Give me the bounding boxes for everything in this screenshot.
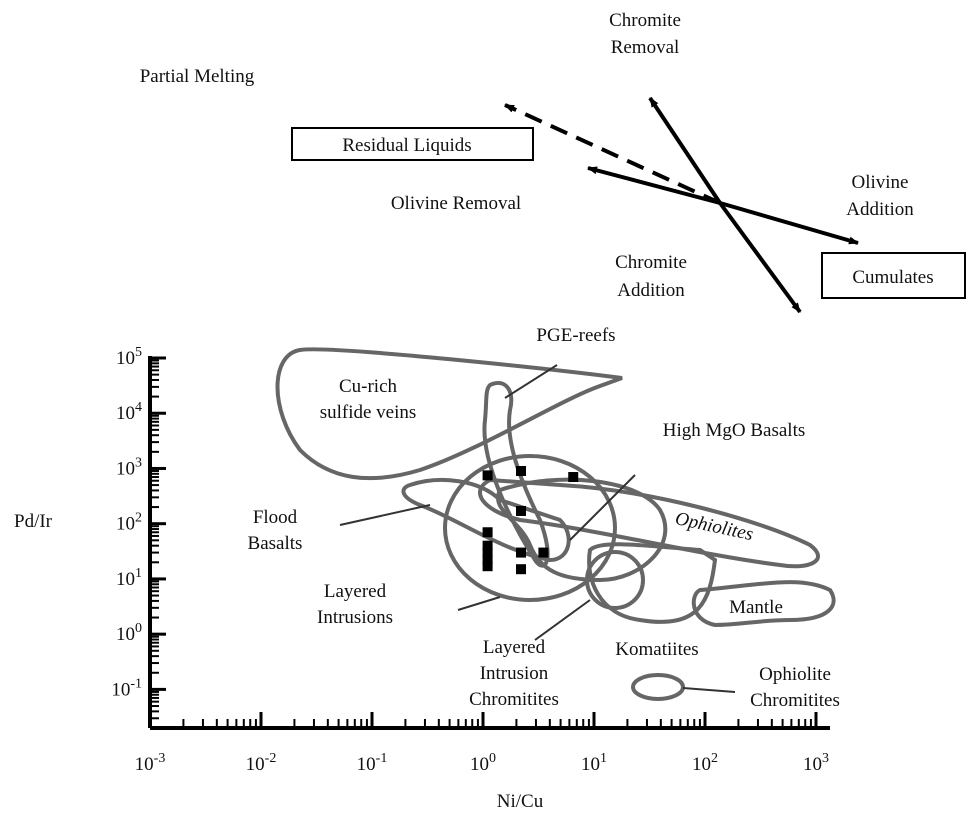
process-label: Chromite bbox=[609, 10, 681, 31]
arrow bbox=[719, 201, 859, 245]
box-label: Cumulates bbox=[852, 267, 933, 288]
leader-line bbox=[569, 474, 636, 541]
y-tick-label: 100 bbox=[116, 621, 142, 645]
field-label: Ophiolites bbox=[673, 508, 755, 545]
process-label: Olivine Removal bbox=[391, 193, 521, 214]
data-point bbox=[482, 561, 493, 572]
field-label: Layered bbox=[483, 637, 546, 658]
process-label: Removal bbox=[611, 37, 680, 58]
fields bbox=[275, 347, 836, 701]
x-tick-label: 103 bbox=[803, 751, 829, 775]
y-axis-label: Pd/Ir bbox=[14, 511, 53, 532]
process-label: Addition bbox=[617, 280, 685, 301]
data-point bbox=[516, 547, 527, 558]
data-point bbox=[568, 472, 579, 483]
box bbox=[821, 252, 966, 299]
field-label: Layered bbox=[324, 581, 387, 602]
y-tick-label: 105 bbox=[116, 345, 142, 369]
y-tick-label: 103 bbox=[116, 455, 142, 479]
arrow bbox=[718, 201, 802, 314]
field-outline bbox=[585, 550, 645, 610]
y-tick-label: 10-1 bbox=[111, 676, 142, 700]
data-point bbox=[516, 505, 527, 516]
data-point bbox=[516, 564, 527, 575]
x-axis-label: Ni/Cu bbox=[497, 791, 544, 812]
data-point bbox=[482, 547, 493, 558]
data-point bbox=[516, 465, 527, 476]
y-tick-label: 104 bbox=[116, 400, 142, 424]
field-label: Intrusion bbox=[480, 663, 549, 684]
box-label: Residual Liquids bbox=[342, 135, 471, 156]
field-label: Chromitites bbox=[750, 690, 840, 711]
field-outline bbox=[631, 673, 685, 701]
leader-line bbox=[682, 687, 736, 693]
field-label: Ophiolite bbox=[759, 664, 831, 685]
field-outline bbox=[691, 580, 836, 628]
x-tick-label: 102 bbox=[692, 751, 718, 775]
data-point bbox=[482, 540, 493, 551]
field-label: Mantle bbox=[729, 597, 783, 618]
field-label: Komatiites bbox=[615, 639, 698, 660]
process-label: Chromite bbox=[615, 252, 687, 273]
y-tick-label: 101 bbox=[116, 566, 142, 590]
x-tick-label: 10-3 bbox=[135, 751, 166, 775]
x-tick-label: 101 bbox=[581, 751, 607, 775]
process-diagram: Residual Liquids Cumulates Chromite Remo… bbox=[140, 10, 966, 314]
field-label: sulfide veins bbox=[320, 402, 417, 423]
field-label: PGE-reefs bbox=[536, 325, 615, 346]
field-outline bbox=[275, 347, 623, 481]
leader-line bbox=[457, 596, 501, 611]
field-outline bbox=[587, 542, 718, 624]
process-label: Partial Melting bbox=[140, 66, 255, 87]
box bbox=[291, 127, 534, 161]
field-outline bbox=[401, 478, 571, 563]
field-outline bbox=[478, 477, 820, 569]
data-point bbox=[538, 547, 549, 558]
x-tick-label: 10-2 bbox=[246, 751, 277, 775]
data-point bbox=[482, 555, 493, 566]
data-point bbox=[482, 527, 493, 538]
x-tick-label: 100 bbox=[470, 751, 496, 775]
arrow bbox=[587, 166, 721, 205]
arrow bbox=[648, 96, 722, 205]
field-outline bbox=[443, 454, 617, 602]
field-label: High MgO Basalts bbox=[663, 420, 806, 441]
leader-line bbox=[339, 504, 431, 526]
data-point bbox=[482, 470, 493, 481]
field-label: Cu-rich bbox=[339, 376, 398, 397]
arrow bbox=[504, 103, 721, 205]
leader-line bbox=[534, 599, 591, 641]
process-label: Addition bbox=[846, 199, 914, 220]
field-label: Chromitites bbox=[469, 689, 559, 710]
y-tick-label: 102 bbox=[116, 511, 142, 535]
field-label: Basalts bbox=[248, 533, 303, 554]
x-tick-label: 10-1 bbox=[357, 751, 388, 775]
field-outline bbox=[496, 477, 668, 583]
field-label: Flood bbox=[253, 507, 298, 528]
leader-line bbox=[504, 364, 558, 399]
field-label: Intrusions bbox=[317, 607, 393, 628]
process-label: Olivine bbox=[852, 172, 909, 193]
